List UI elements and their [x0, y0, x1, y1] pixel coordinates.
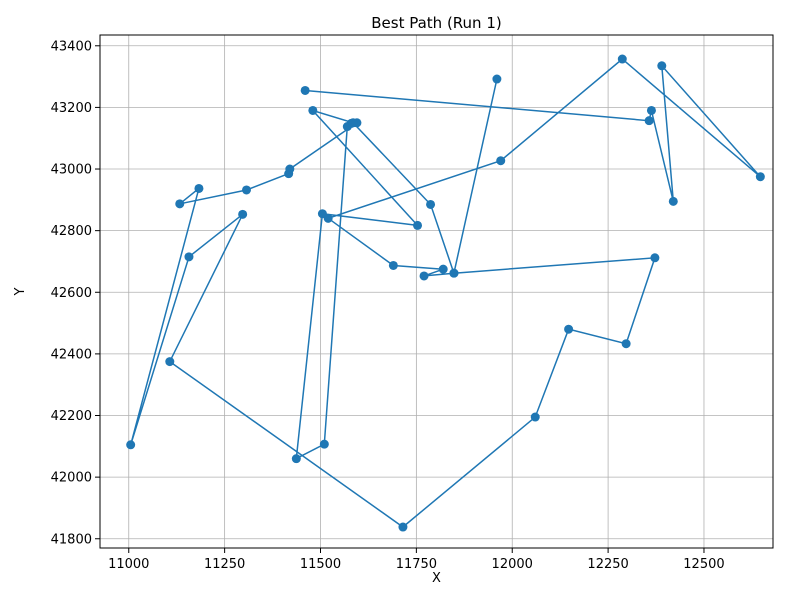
y-tick-label: 41800: [51, 532, 92, 547]
axis-ticks: 11000 11250 11500 11750 12000 12250 12500 41800…: [51, 39, 725, 572]
data-point: [650, 253, 660, 263]
data-point: [621, 339, 631, 349]
data-point: [426, 199, 436, 209]
y-tick-label: 42800: [51, 224, 92, 239]
data-point: [419, 271, 429, 281]
x-tick-label: 12000: [492, 557, 533, 572]
y-tick-label: 43000: [51, 163, 92, 178]
data-point: [413, 220, 423, 230]
data-point: [449, 268, 459, 278]
x-tick-label: 11250: [204, 557, 245, 572]
series-path: [126, 54, 765, 532]
data-point: [194, 183, 204, 193]
y-tick-label: 43200: [51, 101, 92, 116]
data-point: [530, 412, 540, 422]
data-point: [644, 116, 654, 126]
x-tick-label: 12250: [587, 557, 628, 572]
x-tick-label: 11500: [300, 557, 341, 572]
data-point: [291, 454, 301, 464]
data-point: [285, 164, 295, 174]
y-tick-label: 42200: [51, 409, 92, 424]
data-point: [492, 74, 502, 84]
data-point: [165, 357, 175, 367]
data-point: [668, 196, 678, 206]
y-tick-label: 43400: [51, 39, 92, 54]
data-point: [617, 54, 627, 64]
data-point: [496, 156, 506, 166]
data-point: [308, 105, 318, 115]
y-tick-label: 42400: [51, 347, 92, 362]
data-point: [755, 172, 765, 182]
data-point: [646, 105, 656, 115]
x-tick-label: 11750: [396, 557, 437, 572]
data-point: [319, 439, 329, 449]
data-point: [438, 264, 448, 274]
y-tick-label: 42600: [51, 286, 92, 301]
grid: [100, 35, 773, 548]
data-point: [564, 324, 574, 334]
chart-title: Best Path (Run 1): [371, 14, 501, 32]
data-point: [388, 260, 398, 270]
data-point: [175, 199, 185, 209]
plot-frame: [99, 34, 774, 549]
data-point: [398, 522, 408, 532]
data-point: [126, 440, 136, 450]
y-tick-label: 42000: [51, 471, 92, 486]
y-axis-label: Y: [13, 287, 28, 296]
data-point: [184, 252, 194, 262]
series-line: [129, 58, 761, 528]
data-point: [241, 185, 251, 195]
x-axis-label: X: [432, 571, 441, 586]
data-point: [300, 85, 310, 95]
data-point: [657, 61, 667, 71]
data-point: [348, 118, 358, 128]
x-tick-label: 11000: [108, 557, 149, 572]
x-tick-label: 12500: [683, 557, 724, 572]
data-point: [317, 209, 327, 219]
data-point: [238, 209, 248, 219]
